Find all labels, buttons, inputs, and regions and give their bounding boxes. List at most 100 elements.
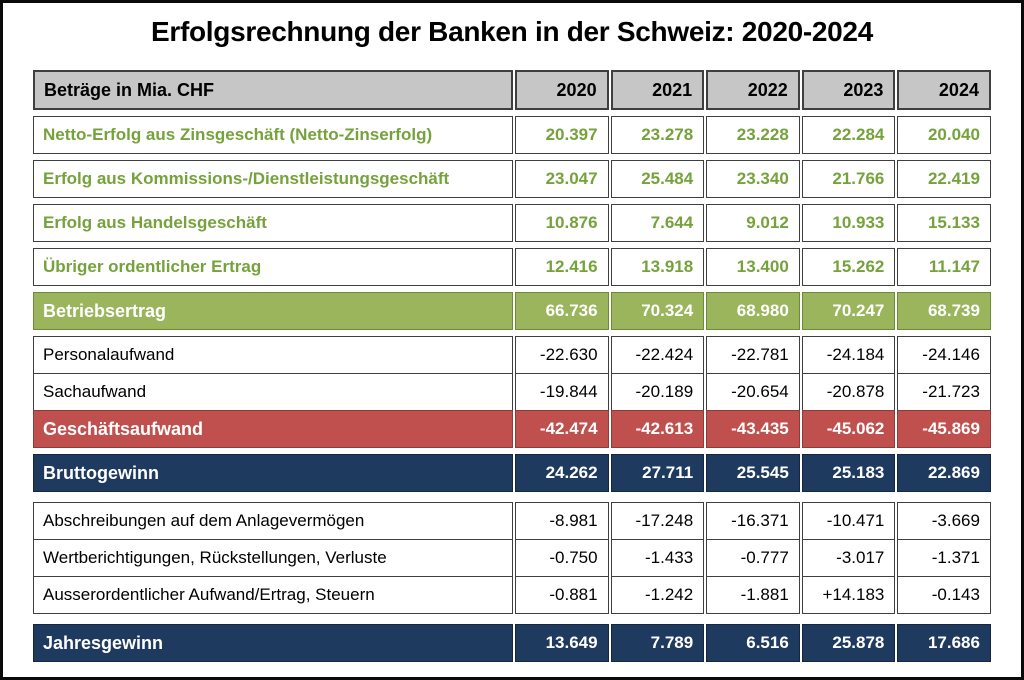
row-label: Bruttogewinn [33, 454, 513, 492]
cell-value: -3.669 [897, 502, 991, 540]
cell-value: 66.736 [515, 292, 609, 330]
header-unit-label: Beträge in Mia. CHF [33, 70, 513, 110]
row-label: Erfolg aus Kommissions-/Dienstleistungsg… [33, 160, 513, 198]
cell-value: -16.371 [706, 502, 800, 540]
header-year: 2020 [515, 70, 609, 110]
cell-value: -10.471 [801, 502, 896, 540]
cell-value: -17.248 [610, 502, 705, 540]
cell-value: 22.419 [897, 160, 991, 198]
row-label: Abschreibungen auf dem Anlagevermögen [33, 502, 513, 540]
cell-value: 25.484 [610, 160, 705, 198]
table-row: Personalaufwand -22.630 -22.424 -22.781 -24… [33, 336, 991, 374]
cell-value: 21.766 [801, 160, 896, 198]
cell-value: 15.262 [801, 248, 896, 286]
table-row: Wertberichtigungen, Rückstellungen, Verl… [33, 539, 991, 577]
cell-value: 25.878 [801, 624, 896, 662]
table-header-row: Beträge in Mia. CHF 2020 2021 2022 2023 2024 [33, 70, 991, 110]
cell-value: 13.400 [706, 248, 800, 286]
cell-value: 11.147 [897, 248, 991, 286]
cell-value: 6.516 [706, 624, 800, 662]
cell-value: 25.183 [801, 454, 896, 492]
row-label: Jahresgewinn [33, 624, 513, 662]
header-year: 2021 [610, 70, 705, 110]
row-label: Geschäftsaufwand [33, 410, 513, 448]
page-title: Erfolgsrechnung der Banken in der Schwei… [151, 16, 873, 47]
cell-value: 15.133 [897, 204, 991, 242]
cell-value: -0.143 [897, 576, 991, 614]
cell-value: 7.789 [610, 624, 705, 662]
table-row: Abschreibungen auf dem Anlagevermögen -8… [33, 502, 991, 540]
cell-value: -22.424 [610, 336, 705, 374]
row-label: Übriger ordentlicher Ertrag [33, 248, 513, 286]
cell-value: 10.876 [515, 204, 609, 242]
cell-value: 27.711 [610, 454, 705, 492]
cell-value: -8.981 [515, 502, 609, 540]
header-year: 2024 [897, 70, 991, 110]
row-label: Ausserordentlicher Aufwand/Ertrag, Steue… [33, 576, 513, 614]
cell-value: 13.649 [515, 624, 609, 662]
cell-value: -20.878 [801, 373, 896, 411]
row-label: Personalaufwand [33, 336, 513, 374]
cell-value: 70.247 [801, 292, 896, 330]
cell-value: -20.654 [706, 373, 800, 411]
cell-value: 22.869 [897, 454, 991, 492]
cell-value: -3.017 [801, 539, 896, 577]
cell-value: 17.686 [897, 624, 991, 662]
cell-value: -1.242 [610, 576, 705, 614]
cell-value: 70.324 [610, 292, 705, 330]
cell-value: -0.750 [515, 539, 609, 577]
cell-value: 23.228 [706, 116, 800, 154]
income-statement-table: Beträge in Mia. CHF 2020 2021 2022 2023 2024… [33, 70, 991, 662]
cell-value: 20.040 [897, 116, 991, 154]
table-row: Erfolg aus Kommissions-/Dienstleistungsg… [33, 160, 991, 198]
cell-value: -42.613 [610, 410, 705, 448]
table-row: Betriebsertrag 66.736 70.324 68.980 70.247 6… [33, 292, 991, 330]
cell-value: +14.183 [801, 576, 896, 614]
cell-value: -45.062 [801, 410, 896, 448]
cell-value: 68.739 [897, 292, 991, 330]
cell-value: -21.723 [897, 373, 991, 411]
table-row: Geschäftsaufwand -42.474 -42.613 -43.435 -4… [33, 410, 991, 448]
header-year: 2023 [801, 70, 896, 110]
table-row: Übriger ordentlicher Ertrag 12.416 13.918… [33, 248, 991, 286]
cell-value: 23.278 [610, 116, 705, 154]
cell-value: 10.933 [801, 204, 896, 242]
cell-value: 25.545 [706, 454, 800, 492]
cell-value: -45.869 [897, 410, 991, 448]
table-row: Bruttogewinn 24.262 27.711 25.545 25.183 22.… [33, 454, 991, 492]
table-row: Netto-Erfolg aus Zinsgeschäft (Netto-Zin… [33, 116, 991, 154]
table-row: Erfolg aus Handelsgeschäft 10.876 7.644 9.… [33, 204, 991, 242]
cell-value: -22.630 [515, 336, 609, 374]
row-label: Betriebsertrag [33, 292, 513, 330]
row-label: Wertberichtigungen, Rückstellungen, Verl… [33, 539, 513, 577]
table-row: Sachaufwand -19.844 -20.189 -20.654 -20.878… [33, 373, 991, 411]
cell-value: 9.012 [706, 204, 800, 242]
cell-value: 13.918 [610, 248, 705, 286]
cell-value: -42.474 [515, 410, 609, 448]
cell-value: -43.435 [706, 410, 800, 448]
cell-value: 12.416 [515, 248, 609, 286]
cell-value: -20.189 [610, 373, 705, 411]
cell-value: 24.262 [515, 454, 609, 492]
row-label: Netto-Erfolg aus Zinsgeschäft (Netto-Zin… [33, 116, 513, 154]
cell-value: 68.980 [706, 292, 800, 330]
row-label: Erfolg aus Handelsgeschäft [33, 204, 513, 242]
cell-value: -0.777 [706, 539, 800, 577]
cell-value: -24.184 [801, 336, 896, 374]
cell-value: -1.433 [610, 539, 705, 577]
cell-value: 22.284 [801, 116, 896, 154]
cell-value: -0.881 [515, 576, 609, 614]
cell-value: 20.397 [515, 116, 609, 154]
slide-frame: Erfolgsrechnung der Banken in der Schwei… [3, 3, 1021, 662]
header-year: 2022 [706, 70, 800, 110]
table-row: Jahresgewinn 13.649 7.789 6.516 25.878 17.68… [33, 624, 991, 662]
cell-value: -19.844 [515, 373, 609, 411]
cell-value: 7.644 [610, 204, 705, 242]
cell-value: -22.781 [706, 336, 800, 374]
cell-value: -24.146 [897, 336, 991, 374]
cell-value: -1.371 [897, 539, 991, 577]
row-label: Sachaufwand [33, 373, 513, 411]
cell-value: -1.881 [706, 576, 800, 614]
table-row: Ausserordentlicher Aufwand/Ertrag, Steue… [33, 576, 991, 614]
cell-value: 23.047 [515, 160, 609, 198]
